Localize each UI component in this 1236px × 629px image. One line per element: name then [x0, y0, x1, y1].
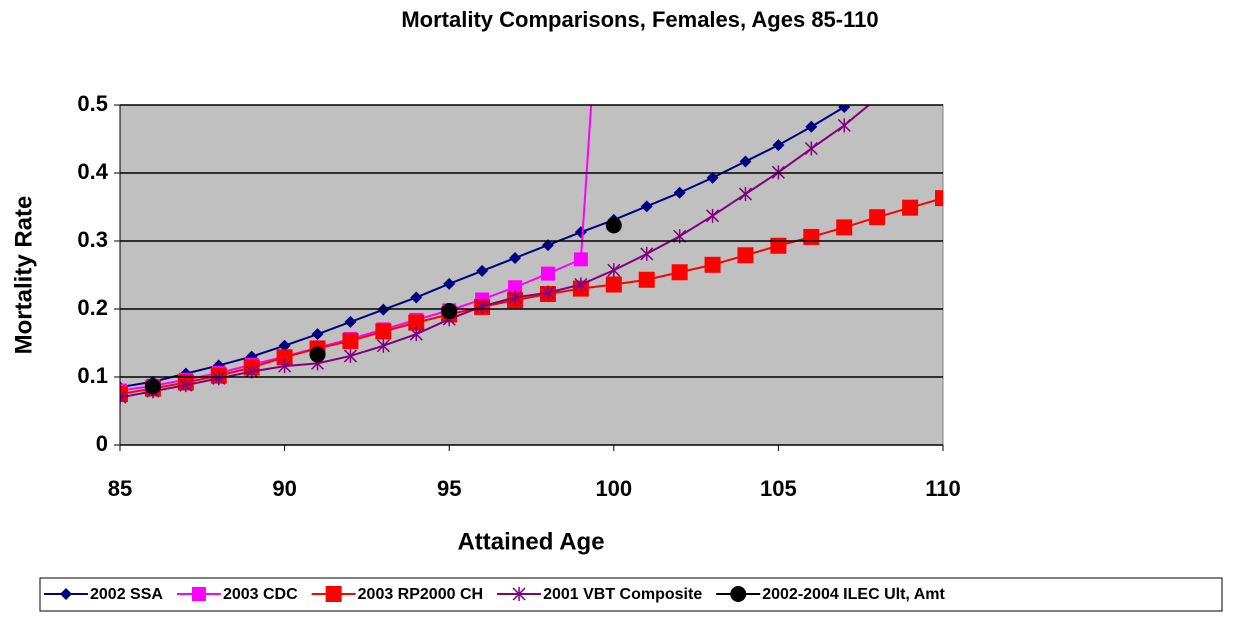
marker [902, 199, 919, 216]
x-tick-label: 100 [595, 476, 632, 501]
marker [179, 378, 193, 393]
marker [738, 187, 753, 202]
marker [804, 141, 818, 156]
marker [342, 332, 359, 349]
marker [476, 264, 489, 277]
y-tick-label: 0.5 [77, 91, 108, 116]
marker [673, 186, 686, 199]
marker [573, 252, 588, 267]
marker [309, 346, 326, 363]
marker [541, 285, 555, 300]
marker [671, 264, 688, 281]
x-tick-label: 85 [108, 476, 132, 501]
marker [443, 277, 456, 290]
marker [838, 105, 851, 114]
marker [191, 587, 206, 601]
y-tick-label: 0.1 [77, 363, 108, 388]
marker [311, 328, 324, 341]
marker [540, 266, 555, 281]
marker [475, 299, 489, 314]
marker [805, 120, 818, 133]
marker [343, 348, 357, 363]
marker [60, 588, 72, 600]
plot-area [119, 104, 944, 446]
marker [541, 239, 554, 252]
y-axis-label: Mortality Rate [10, 196, 37, 355]
x-axis-label: Attained Age [457, 528, 604, 555]
legend-label: 2003 CDC [223, 586, 298, 603]
marker [836, 219, 853, 236]
y-tick-label: 0.3 [77, 227, 108, 252]
marker [737, 247, 754, 264]
marker [376, 338, 390, 353]
marker [120, 390, 127, 405]
marker [605, 217, 622, 234]
marker [278, 359, 292, 374]
marker [706, 208, 720, 223]
legend-label: 2001 VBT Composite [543, 586, 702, 603]
y-tick-label: 0.4 [77, 159, 108, 184]
chart-title: Mortality Comparisons, Females, Ages 85-… [401, 7, 878, 32]
marker [871, 79, 883, 91]
marker [344, 315, 357, 328]
y-tick-label: 0 [96, 431, 108, 456]
y-tick-label: 0.2 [77, 295, 108, 320]
marker [739, 155, 752, 168]
marker [772, 139, 785, 152]
marker [706, 171, 719, 184]
x-tick-label: 105 [760, 476, 797, 501]
x-tick-label: 95 [437, 476, 461, 501]
marker [375, 323, 392, 340]
marker [512, 587, 526, 601]
marker [325, 586, 342, 602]
legend-label: 2002-2004 ILEC Ult, Amt [762, 586, 945, 603]
marker [607, 263, 621, 278]
x-tick-label: 90 [272, 476, 296, 501]
marker [410, 291, 423, 304]
x-tick-label: 110 [925, 476, 961, 501]
marker [212, 371, 226, 386]
marker [935, 190, 943, 207]
marker [605, 276, 622, 293]
marker [803, 228, 820, 245]
marker [508, 280, 523, 295]
legend [39, 577, 1223, 612]
marker [441, 303, 458, 320]
marker [509, 252, 522, 264]
legend-label: 2002 SSA [90, 586, 163, 603]
marker [574, 277, 588, 292]
marker [638, 271, 655, 288]
legend-label: 2003 RP2000 CH [358, 586, 483, 603]
plot-content [120, 79, 943, 405]
marker [245, 364, 259, 379]
marker [408, 314, 425, 331]
marker [640, 200, 653, 213]
marker [409, 327, 423, 342]
marker [640, 246, 654, 261]
marker [144, 378, 161, 395]
marker [278, 339, 291, 352]
marker [704, 256, 721, 273]
marker [876, 105, 878, 106]
marker [730, 586, 747, 602]
marker [508, 290, 522, 305]
marker [869, 209, 886, 226]
marker [770, 237, 787, 254]
series-line [120, 105, 871, 399]
marker [837, 118, 851, 133]
